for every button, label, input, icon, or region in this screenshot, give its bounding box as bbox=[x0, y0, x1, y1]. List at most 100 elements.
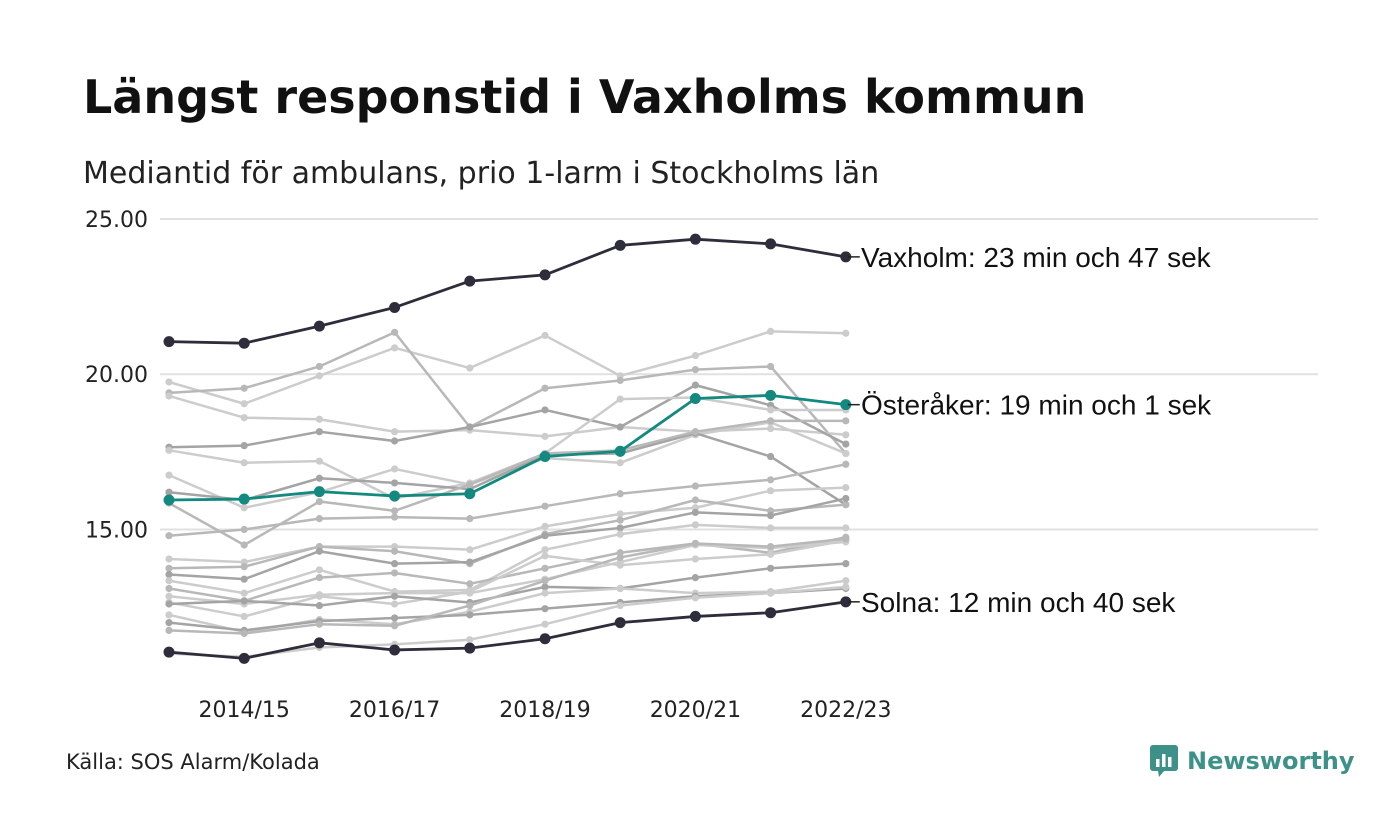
chart-title: Längst responstid i Vaxholms kommun bbox=[83, 70, 1087, 124]
background-series-point bbox=[315, 547, 323, 555]
background-series-point bbox=[165, 555, 173, 563]
series-end-label: Vaxholm: 23 min och 47 sek bbox=[861, 242, 1212, 273]
background-series-point bbox=[616, 524, 624, 532]
background-series-point bbox=[240, 525, 248, 534]
background-series-point bbox=[315, 474, 323, 482]
background-series-point bbox=[391, 479, 399, 487]
highlighted-series-point bbox=[163, 336, 175, 348]
background-series-point bbox=[541, 546, 549, 554]
background-series-point bbox=[691, 496, 700, 504]
background-series-line bbox=[167, 383, 848, 449]
background-series-point bbox=[691, 365, 700, 374]
background-series-point bbox=[767, 511, 775, 520]
background-series-point bbox=[315, 457, 323, 465]
background-series-point bbox=[616, 459, 624, 467]
background-series-point bbox=[767, 476, 775, 484]
background-series-point bbox=[541, 605, 549, 613]
background-series-point bbox=[767, 550, 775, 558]
background-series-point bbox=[616, 553, 624, 562]
background-series-point bbox=[541, 384, 549, 392]
background-series-point bbox=[616, 584, 624, 593]
highlighted-series-point bbox=[389, 301, 401, 313]
background-series-point bbox=[691, 428, 700, 436]
background-series-line bbox=[167, 486, 848, 564]
background-series-point bbox=[691, 521, 700, 529]
highlighted-series-line bbox=[167, 600, 848, 660]
background-series-point bbox=[466, 601, 474, 610]
background-series-point bbox=[691, 555, 700, 563]
highlighted-series-point bbox=[163, 494, 175, 506]
background-series-point bbox=[391, 465, 399, 473]
background-series-point bbox=[165, 570, 173, 579]
background-series-point bbox=[616, 561, 624, 569]
background-series-point bbox=[767, 487, 775, 495]
background-series-point bbox=[767, 452, 775, 461]
background-series-point bbox=[616, 395, 624, 403]
highlighted-series-point bbox=[539, 633, 551, 645]
background-series-point bbox=[165, 378, 173, 386]
y-tick-label: 15.00 bbox=[85, 518, 148, 543]
background-series-point bbox=[240, 575, 248, 583]
background-series-line bbox=[167, 536, 848, 603]
background-series-point bbox=[315, 372, 323, 380]
background-series-point bbox=[767, 362, 775, 371]
background-series-point bbox=[842, 460, 850, 468]
newsworthy-logo-icon bbox=[1150, 745, 1178, 777]
background-series-point bbox=[391, 592, 399, 600]
background-series-point bbox=[541, 589, 549, 597]
background-series-line bbox=[167, 585, 848, 659]
background-series-point bbox=[240, 597, 248, 605]
background-series-point bbox=[842, 501, 850, 509]
background-series-point bbox=[466, 580, 474, 588]
background-series-point bbox=[165, 488, 173, 496]
background-series-point bbox=[541, 502, 549, 510]
highlighted-series-point bbox=[765, 607, 777, 619]
background-series-point bbox=[691, 508, 700, 517]
background-series-point bbox=[240, 541, 248, 549]
y-tick-label: 20.00 bbox=[85, 363, 148, 388]
highlighted-series-point bbox=[238, 337, 250, 349]
background-series-line bbox=[167, 330, 848, 405]
background-series-line bbox=[167, 394, 848, 438]
source-note: Källa: SOS Alarm/Kolada bbox=[66, 750, 320, 774]
highlighted-series-point bbox=[313, 320, 325, 332]
background-series-point bbox=[616, 601, 624, 610]
background-series-point bbox=[391, 614, 399, 622]
background-series-point bbox=[391, 328, 399, 336]
highlighted-series-point bbox=[765, 238, 777, 250]
highlighted-series-point bbox=[539, 269, 551, 281]
background-series-point bbox=[165, 584, 173, 593]
background-series-line bbox=[167, 540, 848, 606]
background-series-point bbox=[315, 497, 323, 506]
background-series-point bbox=[391, 547, 399, 555]
highlighted-series-point bbox=[539, 451, 551, 463]
background-series-point bbox=[391, 513, 399, 521]
highlighted-series-point bbox=[689, 392, 701, 404]
background-series-point bbox=[541, 577, 549, 585]
highlighted-series-point bbox=[614, 617, 626, 629]
background-series-point bbox=[541, 583, 549, 591]
highlighted-series-point bbox=[614, 239, 626, 251]
background-series-point bbox=[767, 424, 775, 433]
background-series-point bbox=[165, 592, 173, 600]
background-series-point bbox=[616, 516, 624, 524]
highlighted-series-point bbox=[840, 251, 852, 263]
highlighted-series-point bbox=[163, 646, 175, 658]
background-series-point bbox=[541, 620, 549, 628]
background-series-point bbox=[767, 564, 775, 572]
highlighted-series-line bbox=[167, 393, 848, 502]
background-series-point bbox=[165, 564, 173, 572]
brand-logo[interactable]: Newsworthy bbox=[1149, 744, 1355, 778]
x-tick-label: 2014/15 bbox=[198, 698, 289, 723]
background-series-point bbox=[691, 381, 700, 389]
background-series-point bbox=[767, 542, 775, 551]
background-series-point bbox=[391, 428, 399, 436]
background-series-point bbox=[466, 480, 474, 489]
background-series-point bbox=[842, 417, 850, 425]
background-series-point bbox=[315, 566, 323, 574]
background-series-point bbox=[240, 504, 248, 512]
background-series-point bbox=[315, 574, 323, 582]
background-series-point bbox=[541, 532, 549, 540]
background-series-point bbox=[691, 352, 700, 360]
